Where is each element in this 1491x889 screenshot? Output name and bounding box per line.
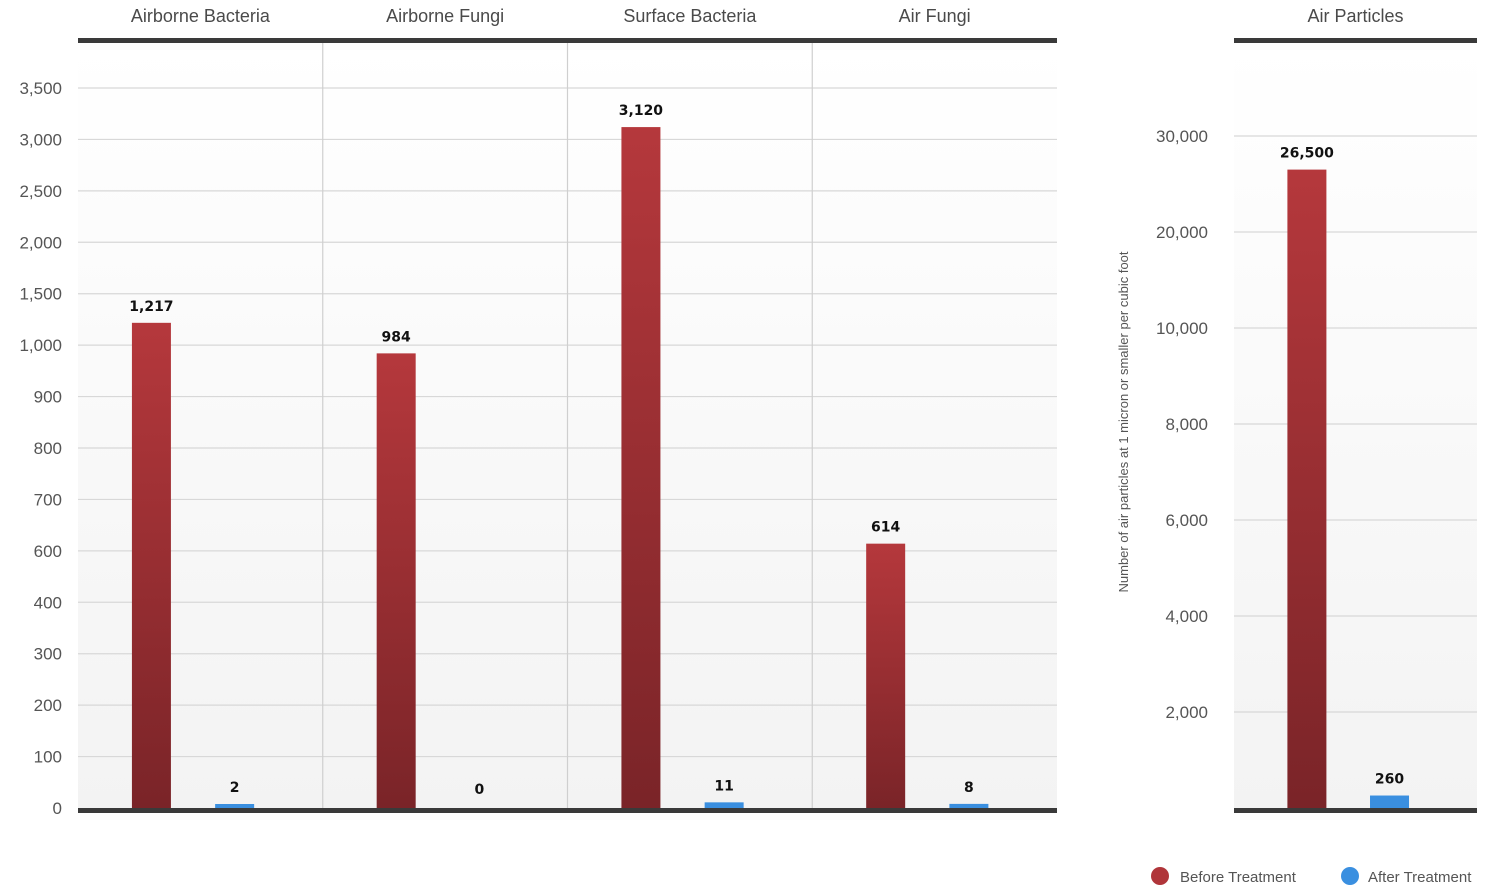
category-label: Air Fungi <box>899 6 971 26</box>
legend-label: Before Treatment <box>1180 869 1297 886</box>
y-tick-label: 200 <box>34 696 62 715</box>
x-axis-line <box>1234 808 1477 813</box>
y-tick-label: 3,500 <box>19 79 62 98</box>
bar-before-treatment <box>1287 169 1327 809</box>
y-tick-label: 2,500 <box>19 182 62 201</box>
bar-value-label: 3,120 <box>619 103 664 119</box>
bar-value-label: 2 <box>230 780 240 796</box>
y-tick-label: 6,000 <box>1165 511 1208 530</box>
top-border <box>78 38 1057 43</box>
category-label: Airborne Bacteria <box>131 6 271 26</box>
legend: Before Treatment After Treatment <box>1151 867 1472 886</box>
bar-value-label: 260 <box>1375 772 1404 788</box>
bar-value-label: 614 <box>871 520 900 536</box>
bar-before-treatment <box>866 543 906 808</box>
y-tick-label: 20,000 <box>1156 223 1208 242</box>
bar-before-treatment <box>131 322 171 808</box>
bar-value-label: 0 <box>475 782 485 798</box>
y-tick-label: 2,000 <box>1165 703 1208 722</box>
bar-before-treatment <box>376 353 416 808</box>
category-label: Air Particles <box>1307 6 1403 26</box>
y-tick-label: 100 <box>34 748 62 767</box>
y-tick-label: 2,000 <box>19 233 62 252</box>
bar-before-treatment <box>621 127 661 809</box>
bar-value-label: 8 <box>964 780 974 796</box>
y-tick-label: 400 <box>34 593 62 612</box>
y-tick-label: 30,000 <box>1156 127 1208 146</box>
bar-after-treatment <box>949 803 989 808</box>
bar-after-treatment <box>1370 795 1410 808</box>
y-tick-label: 600 <box>34 542 62 561</box>
y-tick-label: 0 <box>53 799 62 818</box>
y-tick-label: 8,000 <box>1165 415 1208 434</box>
y-tick-label: 3,000 <box>19 130 62 149</box>
main-chart-panel: 0 100 200 300 400 600 700 800 900 1,000 1,500 2,000… <box>19 6 1057 818</box>
y-tick-label: 1,000 <box>19 336 62 355</box>
y-tick-label: 1,500 <box>19 285 62 304</box>
bar-value-label: 11 <box>714 778 733 794</box>
y-tick-label: 800 <box>34 439 62 458</box>
bar-after-treatment <box>704 802 744 808</box>
bar-after-treatment <box>215 804 255 808</box>
top-border <box>1234 38 1477 43</box>
legend-label: After Treatment <box>1368 869 1472 886</box>
bar-value-label: 26,500 <box>1280 146 1334 162</box>
y-tick-label: 900 <box>34 388 62 407</box>
air-particles-chart-panel: 2,000 4,000 6,000 8,000 10,000 20,000 30,000 Ai… <box>1116 6 1477 813</box>
y-tick-label: 300 <box>34 645 62 664</box>
y-axis-title: Number of air particles at 1 micron or s… <box>1116 251 1131 592</box>
plot-background <box>1234 43 1477 808</box>
legend-marker-after <box>1341 867 1359 885</box>
y-tick-label: 4,000 <box>1165 607 1208 626</box>
bar-value-label: 984 <box>382 329 411 345</box>
bar-value-label: 1,217 <box>129 299 173 315</box>
y-tick-label: 700 <box>34 490 62 509</box>
category-label: Airborne Fungi <box>386 6 504 26</box>
legend-marker-before <box>1151 867 1169 885</box>
y-tick-label: 10,000 <box>1156 319 1208 338</box>
category-label: Surface Bacteria <box>623 6 757 26</box>
x-axis-line <box>78 808 1057 813</box>
